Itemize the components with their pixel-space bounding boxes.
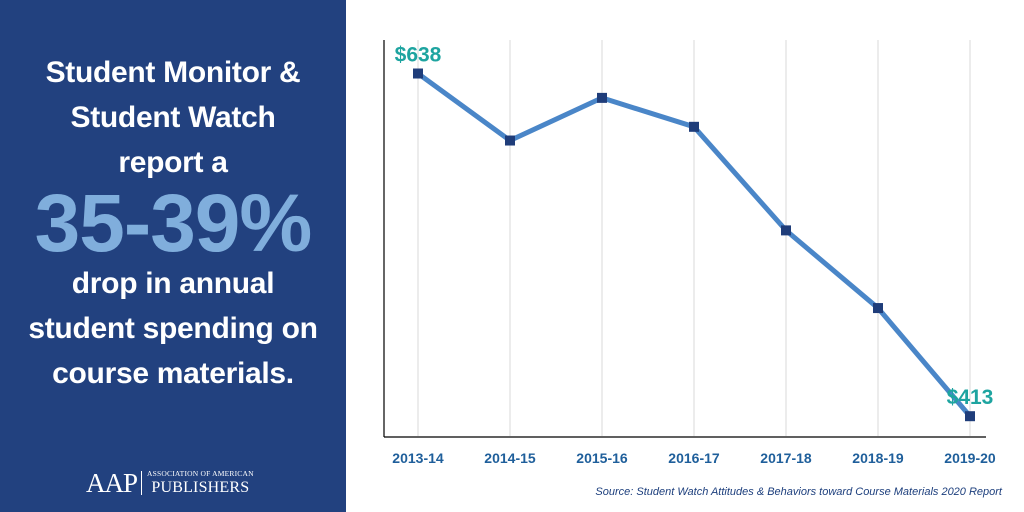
headline-line-5: student spending on [28,312,318,345]
aap-logo-divider [141,471,143,495]
aap-logo-text: ASSOCIATION OF AMERICAN PUBLISHERS [147,470,254,496]
headline-line-2: Student Watch [70,101,276,134]
aap-logo: AAP ASSOCIATION OF AMERICAN PUBLISHERS [86,468,254,498]
drop-percentage: 35-39% [34,178,313,269]
x-tick-label-2013-14: 2013-14 [392,450,444,466]
headline-line-1: Student Monitor & [45,56,301,89]
data-point-2018-19 [873,303,883,314]
aap-logo-mark: AAP [86,468,138,498]
headline-line-4: drop in annual [71,267,275,300]
spending-line-chart: 2013-14 2014-15 2015-16 2016-17 2017-18 2018-… [346,0,1024,512]
aap-logo-top-text: ASSOCIATION OF AMERICAN [147,469,254,479]
aap-logo-bottom-text: PUBLISHERS [151,478,250,496]
left-panel: Student Monitor & Student Watch report a… [0,0,346,512]
data-point-2017-18 [781,225,791,236]
x-tick-label-2016-17: 2016-17 [668,450,720,466]
data-label-2013-14: $638 [395,44,442,67]
data-point-2013-14 [413,68,423,79]
x-tick-label-2017-18: 2017-18 [760,450,812,466]
source-note: Source: Student Watch Attitudes & Behavi… [595,486,1002,498]
data-point-2015-16 [597,92,607,103]
data-label-2019-20: $413 [947,386,994,409]
data-point-2014-15 [505,135,515,146]
chart-svg: 2013-14 2014-15 2015-16 2016-17 2017-18 2018-… [383,40,996,466]
data-point-2016-17 [689,121,699,132]
x-tick-label-2018-19: 2018-19 [852,450,904,466]
data-point-2019-20 [965,411,975,422]
x-tick-label-2015-16: 2015-16 [576,450,628,466]
headline: Student Monitor & Student Watch report a… [0,50,346,396]
headline-line-3: report a [118,146,228,179]
x-tick-label-2014-15: 2014-15 [484,450,536,466]
headline-line-6: course materials. [52,357,294,390]
x-tick-label-2019-20: 2019-20 [944,450,996,466]
